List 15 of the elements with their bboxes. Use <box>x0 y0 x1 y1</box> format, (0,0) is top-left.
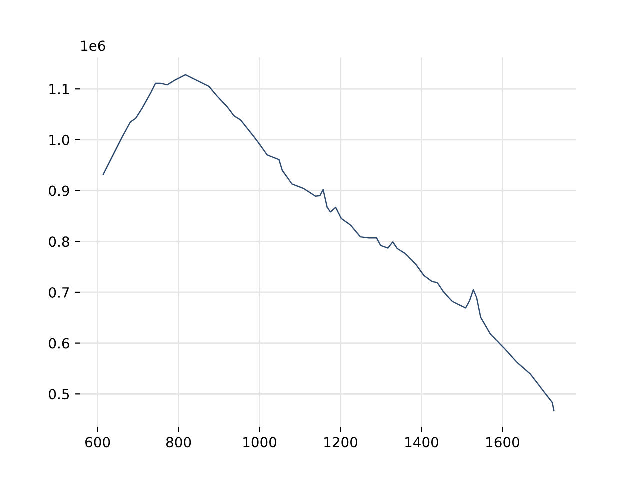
y-tick-label: 0.8 <box>49 236 70 248</box>
y-tick-label: 0.5 <box>49 389 70 400</box>
y-tick-label: 0.7 <box>49 287 70 298</box>
y-tick-label: 0.9 <box>49 186 70 196</box>
line-series <box>102 74 555 412</box>
x-tick-label: 800 <box>166 437 192 448</box>
y-tick-label: 1.1 <box>50 84 69 94</box>
y-tick-label: 1.0 <box>50 134 70 146</box>
x-tick-label: 1200 <box>324 437 358 448</box>
x-tick-label: 1600 <box>486 437 520 448</box>
x-tick-label: 1400 <box>406 437 438 448</box>
text: 1e6 <box>82 40 106 52</box>
y-tick-label: 0.6 <box>49 338 70 349</box>
x-tick-label: 600 <box>86 437 110 448</box>
x-tick-label: 1000 <box>244 437 277 448</box>
